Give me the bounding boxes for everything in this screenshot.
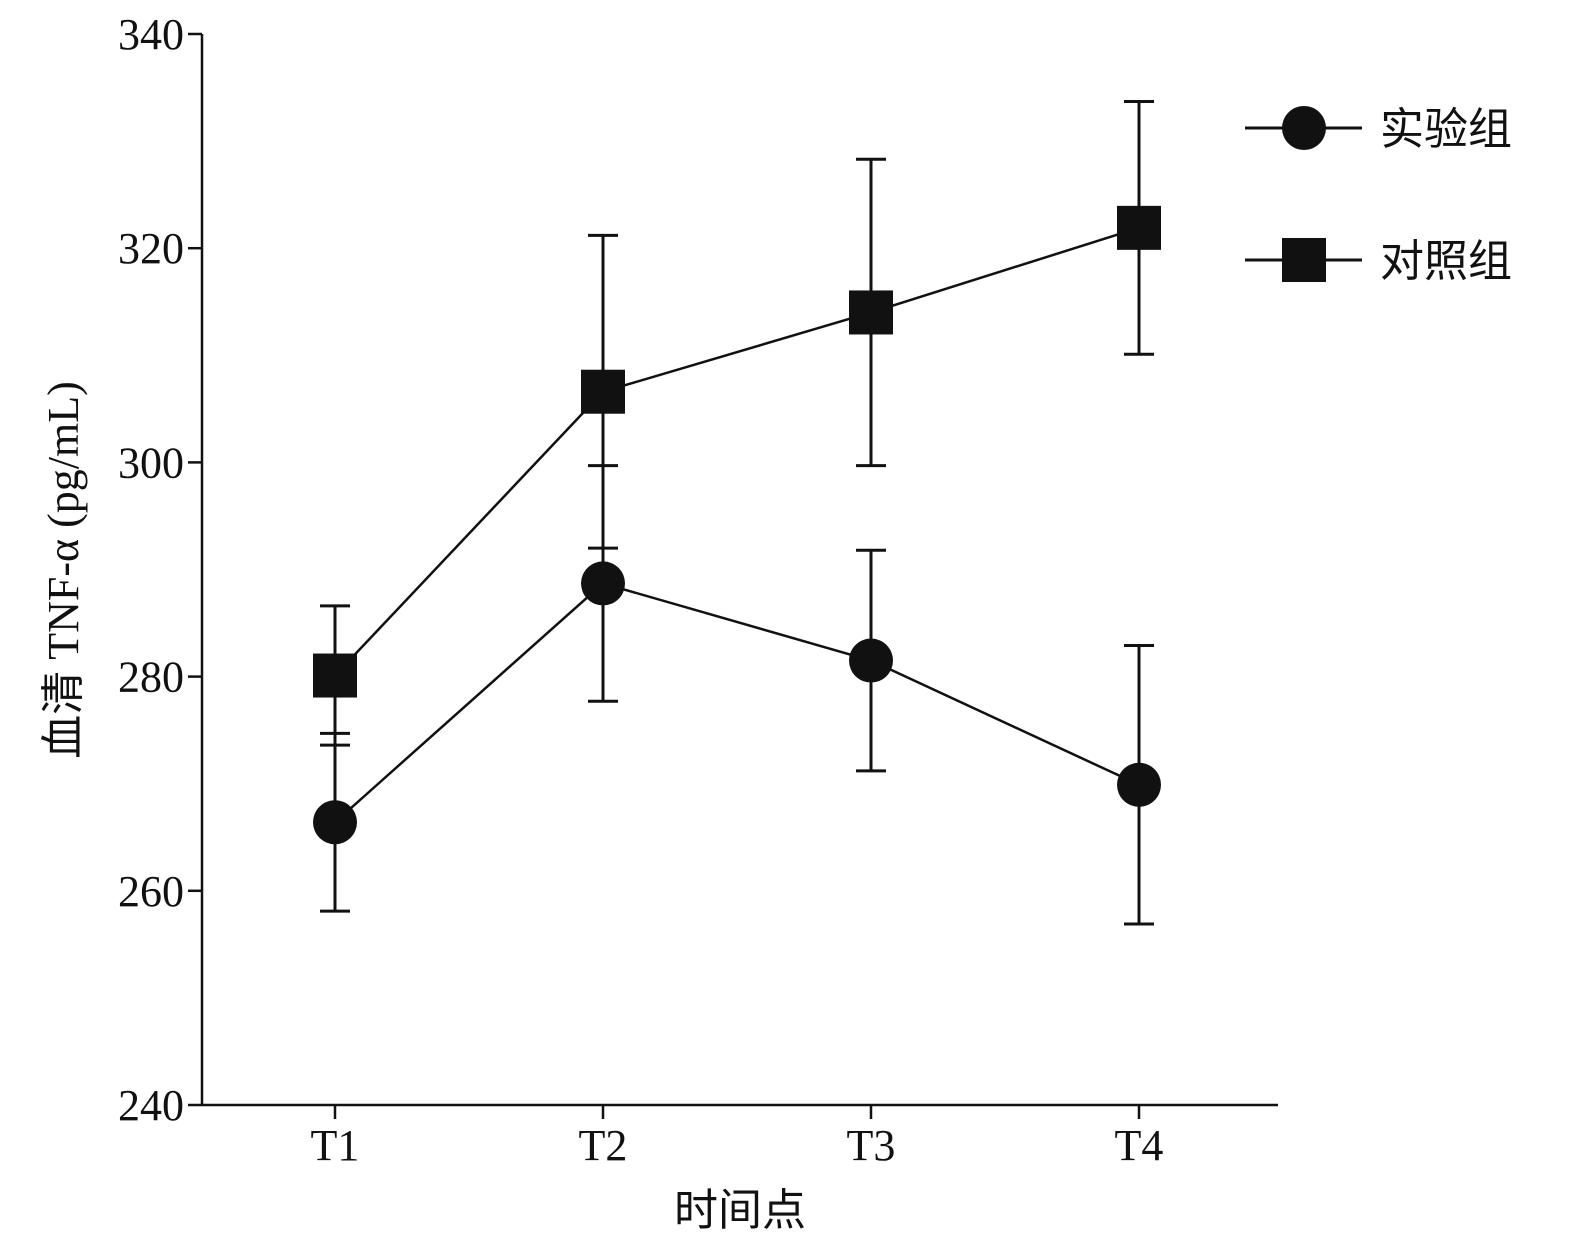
data-point-circle (581, 561, 625, 606)
x-tick-label: T3 (847, 1121, 896, 1170)
y-tick-label: 280 (118, 653, 184, 702)
legend-label: 实验组 (1380, 105, 1512, 154)
series-line (334, 226, 1140, 677)
series-layer (313, 99, 1161, 926)
data-point-circle (313, 800, 357, 845)
data-point-square (1117, 205, 1161, 250)
data-point-square (849, 290, 893, 335)
x-tick-label: T4 (1115, 1121, 1164, 1170)
y-tick-label: 300 (118, 438, 184, 487)
legend-item: 对照组 (1245, 237, 1512, 286)
legend-square-icon (1282, 238, 1326, 282)
data-point-circle (849, 638, 893, 683)
series-line (334, 582, 1140, 824)
data-point-circle (1117, 762, 1161, 807)
data-point-square (313, 653, 357, 698)
x-tick-label: T1 (311, 1121, 360, 1170)
series-control (313, 99, 1161, 747)
data-point-square (581, 369, 625, 414)
legend-label: 对照组 (1380, 237, 1512, 286)
y-axis-label: 血清 TNF-α (pg/mL) (39, 381, 88, 758)
y-tick-label: 260 (118, 867, 184, 916)
legend-item: 实验组 (1245, 105, 1512, 154)
y-tick-label: 320 (118, 224, 184, 273)
y-tick-label: 340 (118, 10, 184, 59)
x-tick-label: T2 (579, 1121, 628, 1170)
x-axis-label: 时间点 (674, 1186, 806, 1235)
series-experimental (313, 464, 1161, 926)
axes: 240 260 280 300 320 340 T1 T2 T3 T4 (118, 10, 1278, 1170)
legend-circle-icon (1282, 106, 1326, 150)
y-tick-label: 240 (118, 1081, 184, 1130)
